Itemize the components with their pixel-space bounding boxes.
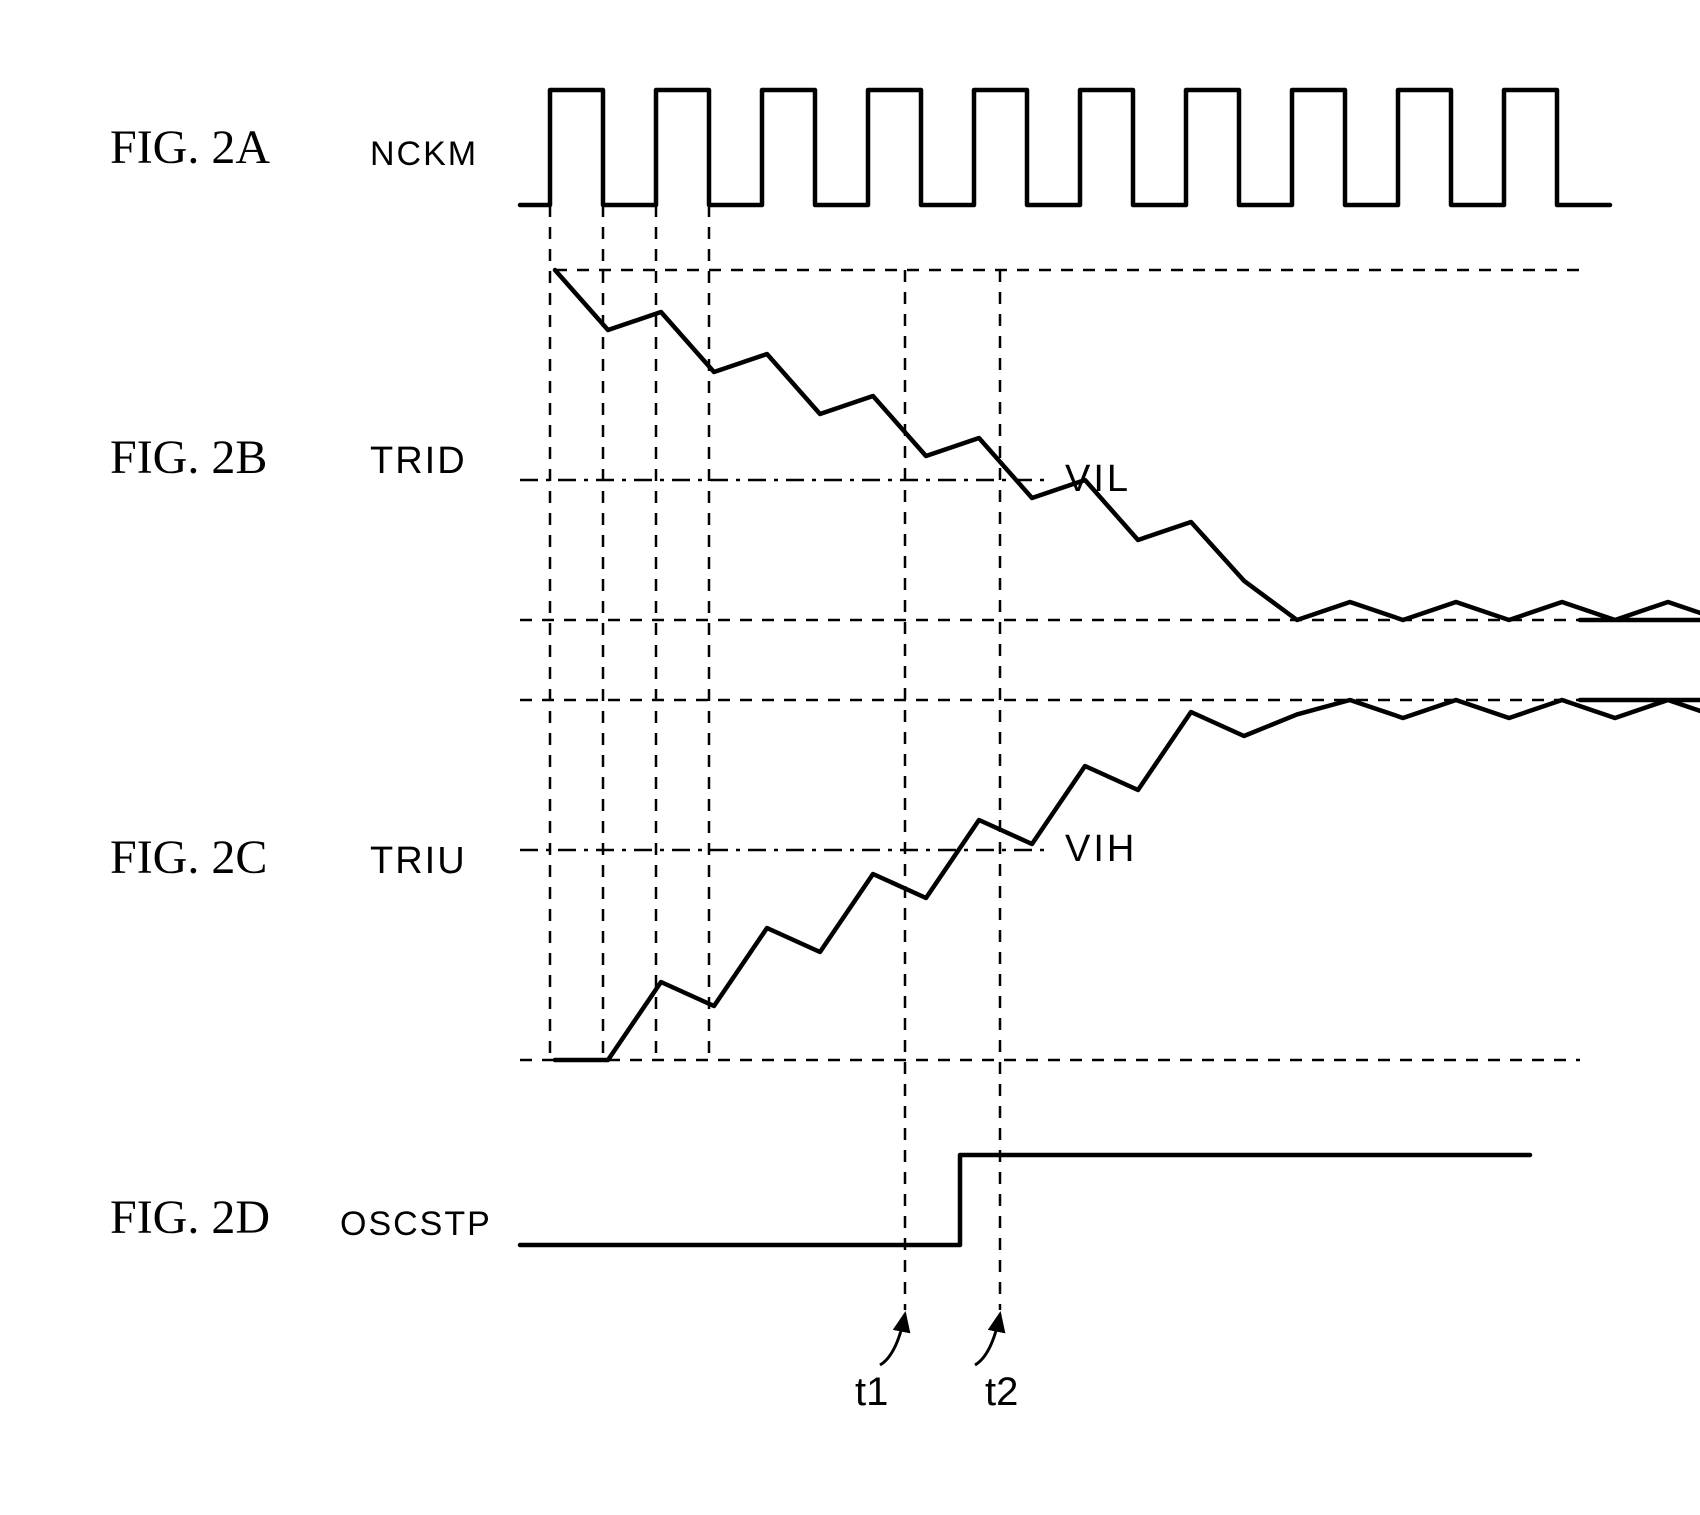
timing-diagram-svg	[0, 0, 1700, 1515]
waveforms	[520, 90, 1700, 1245]
time-arrows	[880, 1314, 1000, 1365]
guide-lines	[520, 205, 1580, 1310]
